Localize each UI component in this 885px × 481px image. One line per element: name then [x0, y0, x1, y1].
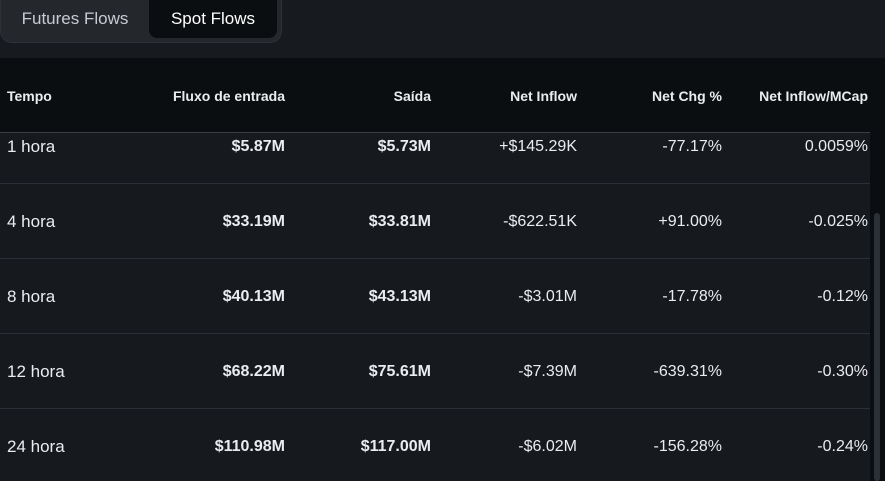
net-inflow-mcap-cell: -0.12%: [817, 287, 868, 305]
column-header-net-chg[interactable]: Net Chg %: [652, 87, 722, 104]
inflow-cell: $40.13M: [222, 287, 285, 305]
inflow-cell: $33.19M: [222, 212, 285, 230]
table-row: 8 hora $40.13M $43.13M -$3.01M -17.78% -…: [0, 259, 870, 334]
column-header-net-inflow[interactable]: Net Inflow: [510, 87, 577, 104]
net-inflow-cell: -$6.02M: [518, 437, 577, 455]
column-header-net-inflow-mcap[interactable]: Net Inflow/MCap: [759, 87, 868, 104]
time-cell: 8 hora: [7, 286, 56, 306]
inflow-cell: $68.22M: [222, 362, 285, 380]
table-row: 4 hora $33.19M $33.81M -$622.51K +91.00%…: [0, 184, 870, 259]
table-row: 12 hora $68.22M $75.61M -$7.39M -639.31%…: [0, 334, 870, 409]
scrollbar-thumb[interactable]: [874, 213, 880, 481]
time-cell: 4 hora: [7, 211, 56, 231]
outflow-cell: $117.00M: [360, 437, 431, 455]
column-header-outflow[interactable]: Saída: [393, 87, 431, 104]
net-inflow-cell: +$145.29K: [499, 137, 577, 155]
net-inflow-mcap-cell: -0.24%: [817, 437, 868, 455]
inflow-cell: $110.98M: [214, 437, 285, 455]
net-chg-cell: -156.28%: [653, 437, 723, 455]
net-inflow-mcap-cell: -0.30%: [817, 362, 868, 380]
time-cell: 24 hora: [7, 436, 65, 456]
net-inflow-mcap-cell: 0.0059%: [804, 137, 868, 155]
outflow-cell: $5.73M: [377, 137, 431, 155]
net-inflow-cell: -$7.39M: [518, 362, 577, 380]
outflow-cell: $43.13M: [368, 287, 431, 305]
inflow-cell: $5.87M: [231, 137, 285, 155]
net-chg-cell: -17.78%: [662, 287, 722, 305]
scrollbar[interactable]: [870, 58, 885, 481]
tab-futures-flows[interactable]: Futures Flows: [21, 9, 129, 28]
flow-tabs: Futures Flows Spot Flows: [0, 0, 282, 43]
flows-table: Tempo Fluxo de entrada Saída Net Inflow …: [0, 58, 870, 481]
tab-spot-flows[interactable]: Spot Flows: [149, 0, 277, 38]
net-chg-cell: +91.00%: [658, 212, 722, 230]
net-chg-cell: -639.31%: [653, 362, 723, 380]
column-header-tempo[interactable]: Tempo: [7, 87, 52, 104]
net-chg-cell: -77.17%: [662, 137, 722, 155]
outflow-cell: $33.81M: [368, 212, 431, 230]
table-header: Tempo Fluxo de entrada Saída Net Inflow …: [0, 58, 870, 133]
net-inflow-mcap-cell: -0.025%: [808, 212, 868, 230]
outflow-cell: $75.61M: [368, 362, 431, 380]
net-inflow-cell: -$3.01M: [518, 287, 577, 305]
time-cell: 12 hora: [7, 361, 65, 381]
column-header-inflow[interactable]: Fluxo de entrada: [172, 87, 285, 104]
table-row: 24 hora $110.98M $117.00M -$6.02M -156.2…: [0, 409, 870, 481]
time-cell: 1 hora: [7, 136, 56, 156]
net-inflow-cell: -$622.51K: [503, 212, 577, 230]
table-row: 1 hora $5.87M $5.73M +$145.29K -77.17% 0…: [0, 133, 870, 184]
